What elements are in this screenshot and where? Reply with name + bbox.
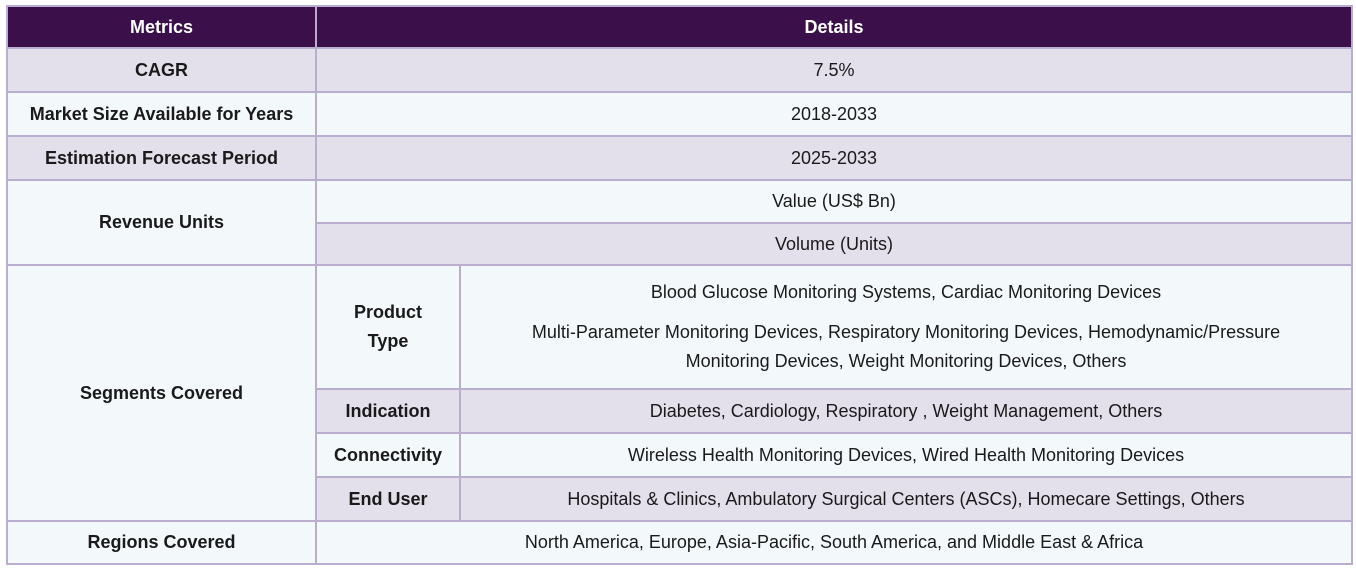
line-spacer [471, 307, 1341, 318]
table-row: End User Hospitals & Clinics, Ambulatory… [7, 476, 1353, 522]
table-row: Segments Covered Product Type Blood Gluc… [6, 264, 1353, 522]
header-row: Metrics Details [6, 5, 1353, 49]
table-row: Indication Diabetes, Cardiology, Respira… [7, 388, 1353, 434]
table-row: Connectivity Wireless Health Monitoring … [7, 432, 1353, 478]
revenue-volume-units: Volume (Units) [315, 222, 1353, 266]
metrics-table: Metrics Details CAGR 7.5% Market Size Av… [6, 5, 1353, 565]
regions-covered-label: Regions Covered [6, 520, 317, 565]
connectivity-value: Wireless Health Monitoring Devices, Wire… [459, 432, 1353, 478]
product-type-value: Blood Glucose Monitoring Systems, Cardia… [459, 264, 1353, 390]
market-size-value: 2018-2033 [315, 91, 1353, 137]
end-user-label: End User [315, 476, 461, 522]
forecast-value: 2025-2033 [315, 135, 1353, 181]
market-size-label: Market Size Available for Years [6, 91, 317, 137]
product-type-label: Product Type [315, 264, 461, 390]
product-type-line1: Blood Glucose Monitoring Systems, Cardia… [650, 282, 1162, 302]
segments-covered-label: Segments Covered [6, 264, 317, 522]
table-row: Volume (Units) [7, 222, 1353, 266]
product-type-label-line2: Type [367, 331, 409, 351]
header-metrics: Metrics [6, 5, 317, 49]
table-row: Market Size Available for Years 2018-203… [6, 91, 1353, 137]
cagr-label: CAGR [6, 47, 317, 93]
connectivity-label: Connectivity [315, 432, 461, 478]
table-row: Revenue Units Value (US$ Bn) [6, 179, 1353, 266]
product-type-label-line1: Product [353, 302, 422, 322]
table-row: Estimation Forecast Period 2025-2033 [6, 135, 1353, 181]
indication-label: Indication [315, 388, 461, 434]
revenue-value-units: Value (US$ Bn) [315, 179, 1353, 224]
table-row: Regions Covered North America, Europe, A… [6, 520, 1353, 565]
product-type-line2: Multi-Parameter Monitoring Devices, Resp… [531, 322, 1281, 342]
metrics-table-container: Metrics Details CAGR 7.5% Market Size Av… [6, 5, 1353, 565]
regions-covered-value: North America, Europe, Asia-Pacific, Sou… [315, 520, 1353, 565]
cagr-value: 7.5% [315, 47, 1353, 93]
forecast-label: Estimation Forecast Period [6, 135, 317, 181]
header-details: Details [315, 5, 1353, 49]
indication-value: Diabetes, Cardiology, Respiratory , Weig… [459, 388, 1353, 434]
table-row: CAGR 7.5% [6, 47, 1353, 93]
end-user-value: Hospitals & Clinics, Ambulatory Surgical… [459, 476, 1353, 522]
product-type-line3: Monitoring Devices, Weight Monitoring De… [685, 351, 1127, 371]
revenue-units-label: Revenue Units [6, 179, 317, 266]
